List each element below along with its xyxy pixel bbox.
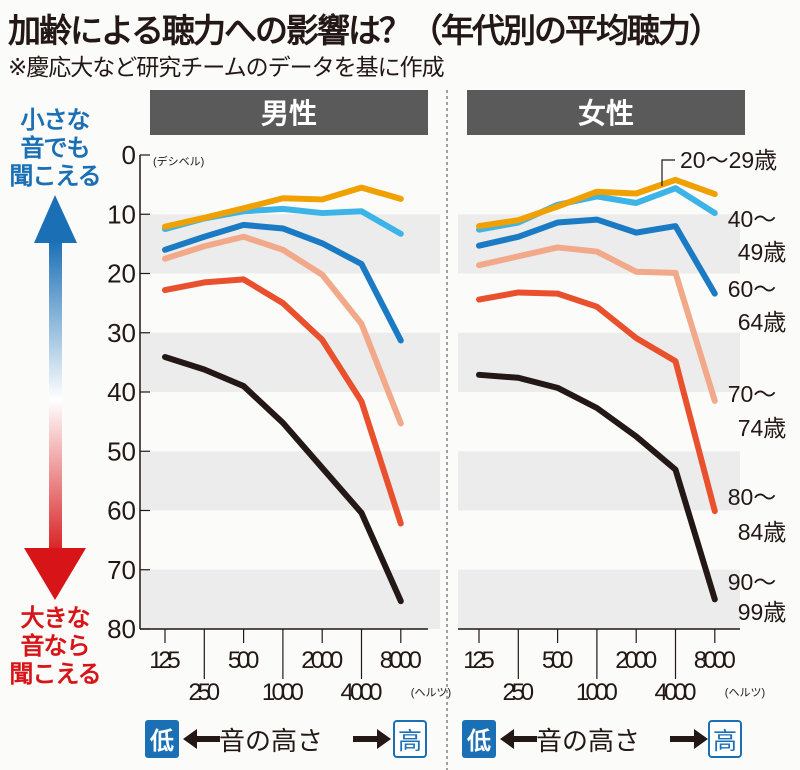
pitch-axis-label: 音の高さ: [536, 726, 640, 756]
x-tick-label: 8000: [694, 647, 736, 674]
grid-band: [458, 332, 740, 392]
high-pitch-box: [708, 720, 742, 758]
y-tick-label: 70: [107, 555, 136, 585]
panel-title: 男性: [261, 98, 317, 129]
pitch-axis-label: 音の高さ: [219, 726, 323, 756]
series-label: 84歳: [738, 519, 787, 545]
label-leader-line: [661, 159, 675, 186]
chart-title: 加齢による聴力への影響は？（年代別の平均聴力）: [8, 11, 722, 50]
y-tick-label: 50: [107, 436, 136, 466]
high-pitch-label: 高: [398, 728, 422, 755]
side-label-loud: 大きな 音なら 聞こえる: [9, 604, 101, 688]
x-tick-label: 250: [189, 679, 221, 706]
side-label-quiet: 小さな 音でも 聞こえる: [9, 106, 101, 190]
series-label: 74歳: [738, 415, 787, 441]
panel-title: 女性: [578, 97, 634, 129]
y-tick-label: 20: [107, 259, 136, 289]
y-tick-label: 60: [107, 496, 136, 526]
right-arrow-icon: [353, 729, 391, 749]
x-tick-label: 125: [149, 647, 181, 674]
x-tick-label: 4000: [655, 679, 697, 706]
x-tick-label: 4000: [341, 679, 383, 706]
panel-header: [150, 90, 428, 135]
left-arrow-icon: [500, 729, 537, 749]
x-tick-label: 2000: [615, 647, 657, 674]
series-label: 64歳: [738, 309, 787, 335]
y-tick-label: 80: [107, 614, 136, 644]
panel-header: [467, 90, 745, 135]
gradient-arrow-shaft: [49, 240, 62, 560]
up-arrow-icon: [34, 195, 77, 243]
low-pitch-box: [462, 720, 496, 758]
high-pitch-box: [393, 720, 427, 758]
y-unit-label: (デシベル): [153, 154, 204, 168]
y-tick-label: 30: [107, 318, 136, 348]
x-tick-label: 8000: [380, 647, 422, 674]
series-label: 90～: [728, 569, 777, 595]
x-tick-label: 250: [503, 679, 535, 706]
x-tick-label: 125: [463, 647, 495, 674]
grid-band: [458, 451, 740, 511]
x-unit-label: (ヘルツ): [411, 687, 451, 699]
series-label: 99歳: [738, 599, 787, 625]
low-pitch-label: 低: [466, 728, 491, 755]
grid-band: [140, 569, 440, 629]
grid-band: [458, 569, 740, 629]
x-tick-label: 500: [542, 647, 574, 674]
x-tick-label: 1000: [262, 679, 304, 706]
low-pitch-label: 低: [149, 728, 174, 755]
y-tick-label: 0: [122, 140, 136, 170]
low-pitch-box: [145, 720, 179, 758]
series-label: 80～: [728, 484, 777, 510]
chart-subtitle: ※慶応大など研究チームのデータを基に作成: [8, 55, 445, 81]
left-arrow-icon: [183, 729, 220, 749]
series-label: 49歳: [738, 239, 787, 265]
series-label: 20～29歳: [680, 147, 777, 173]
y-tick-label: 40: [107, 377, 136, 407]
x-unit-label: (ヘルツ): [725, 687, 765, 699]
x-tick-label: 2000: [301, 647, 343, 674]
series-label: 60～: [728, 276, 777, 302]
right-arrow-icon: [670, 729, 708, 749]
series-label: 70～: [728, 381, 777, 407]
down-arrow-icon: [24, 548, 86, 600]
high-pitch-label: 高: [713, 728, 737, 755]
x-tick-label: 500: [228, 647, 260, 674]
y-tick-label: 10: [107, 199, 136, 229]
series-label: 40～: [728, 206, 777, 232]
x-tick-label: 1000: [576, 679, 618, 706]
